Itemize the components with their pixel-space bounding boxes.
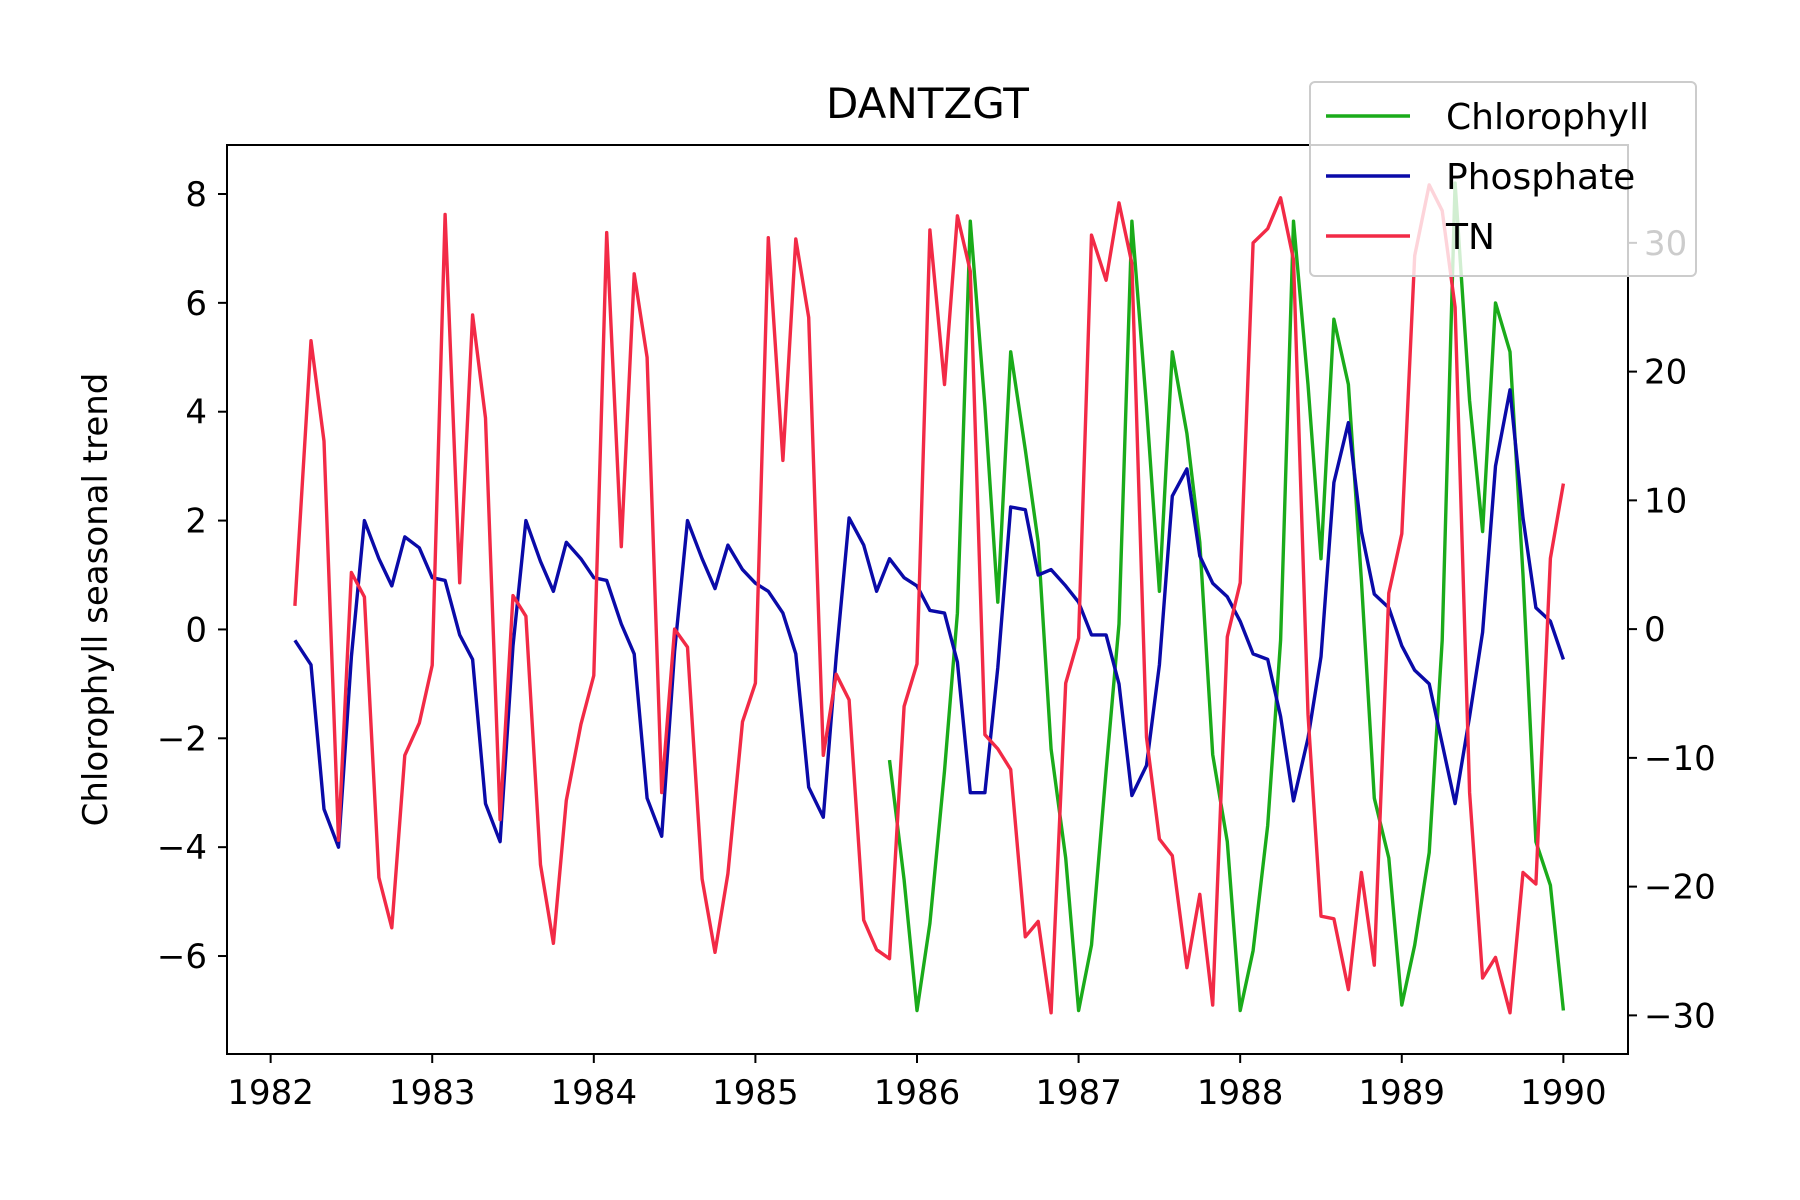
legend-label-chlorophyll: Chlorophyll xyxy=(1446,97,1649,138)
x-tick-label: 1984 xyxy=(551,1073,638,1113)
x-tick-label: 1990 xyxy=(1520,1073,1607,1113)
y2-tick-label: 0 xyxy=(1644,610,1666,650)
y-tick-label: 8 xyxy=(185,175,207,215)
legend-label-phosphate: Phosphate xyxy=(1446,157,1635,198)
x-tick-label: 1985 xyxy=(712,1073,799,1113)
y-tick-label: −6 xyxy=(157,937,207,977)
y2-tick-label: 10 xyxy=(1644,481,1687,521)
x-tick-label: 1987 xyxy=(1035,1073,1122,1113)
legend-box xyxy=(1309,81,1697,277)
y-tick-label: 6 xyxy=(185,284,207,324)
y-axis-label: Chlorophyll seasonal trend xyxy=(76,373,116,827)
y-tick-label: −4 xyxy=(157,828,207,868)
series-line-tn xyxy=(293,183,1566,1015)
x-tick-label: 1988 xyxy=(1197,1073,1284,1113)
x-tick-label: 1986 xyxy=(874,1073,961,1113)
y2-tick-label: −10 xyxy=(1644,739,1716,779)
legend-label-tn: TN xyxy=(1445,217,1495,258)
plot-frame xyxy=(226,144,1629,1055)
series-line-phosphate xyxy=(293,388,1566,849)
y-tick-label: 2 xyxy=(185,502,207,542)
x-tick-label: 1983 xyxy=(389,1073,476,1113)
x-tick-label: 1989 xyxy=(1359,1073,1446,1113)
y-tick-label: 4 xyxy=(185,393,207,433)
y2-tick-label: −30 xyxy=(1644,996,1716,1036)
y-tick-label: −2 xyxy=(157,719,207,759)
x-tick-label: 1982 xyxy=(227,1073,314,1113)
series-line-chlorophyll xyxy=(887,181,1566,1013)
y-tick-label: 0 xyxy=(185,610,207,650)
y2-tick-label: 20 xyxy=(1644,353,1687,393)
legend: Chlorophyll Phosphate TN xyxy=(1309,81,1697,277)
y2-tick-label: −20 xyxy=(1644,868,1716,908)
chart-title: DANTZGT xyxy=(826,79,1029,128)
plot-area: 1982 1983 1984 1985 1986 1987 1988 1989 1990 −6 −4… xyxy=(157,144,1716,1113)
